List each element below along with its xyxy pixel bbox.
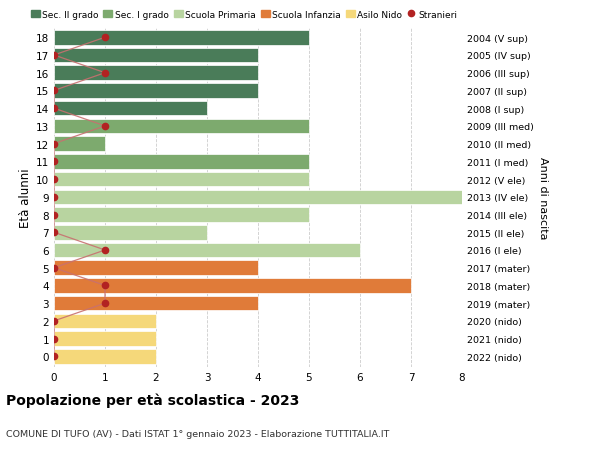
Bar	[54, 332, 156, 346]
Bar	[54, 296, 258, 311]
Bar	[54, 66, 258, 81]
Bar	[54, 84, 258, 99]
Bar	[54, 349, 156, 364]
Bar	[54, 49, 258, 63]
Bar	[54, 137, 105, 151]
Legend: Sec. II grado, Sec. I grado, Scuola Primaria, Scuola Infanzia, Asilo Nido, Stran: Sec. II grado, Sec. I grado, Scuola Prim…	[31, 11, 457, 20]
Bar	[54, 155, 309, 169]
Text: COMUNE DI TUFO (AV) - Dati ISTAT 1° gennaio 2023 - Elaborazione TUTTITALIA.IT: COMUNE DI TUFO (AV) - Dati ISTAT 1° genn…	[6, 429, 389, 438]
Bar	[54, 243, 360, 257]
Text: Popolazione per età scolastica - 2023: Popolazione per età scolastica - 2023	[6, 392, 299, 407]
Bar	[54, 314, 156, 329]
Bar	[54, 190, 513, 205]
Bar	[54, 279, 411, 293]
Y-axis label: Anni di nascita: Anni di nascita	[538, 156, 548, 239]
Y-axis label: Età alunni: Età alunni	[19, 168, 32, 227]
Bar	[54, 119, 309, 134]
Bar	[54, 173, 309, 187]
Bar	[54, 31, 309, 45]
Bar	[54, 261, 258, 275]
Bar	[54, 208, 309, 222]
Bar	[54, 225, 207, 240]
Bar	[54, 101, 207, 116]
